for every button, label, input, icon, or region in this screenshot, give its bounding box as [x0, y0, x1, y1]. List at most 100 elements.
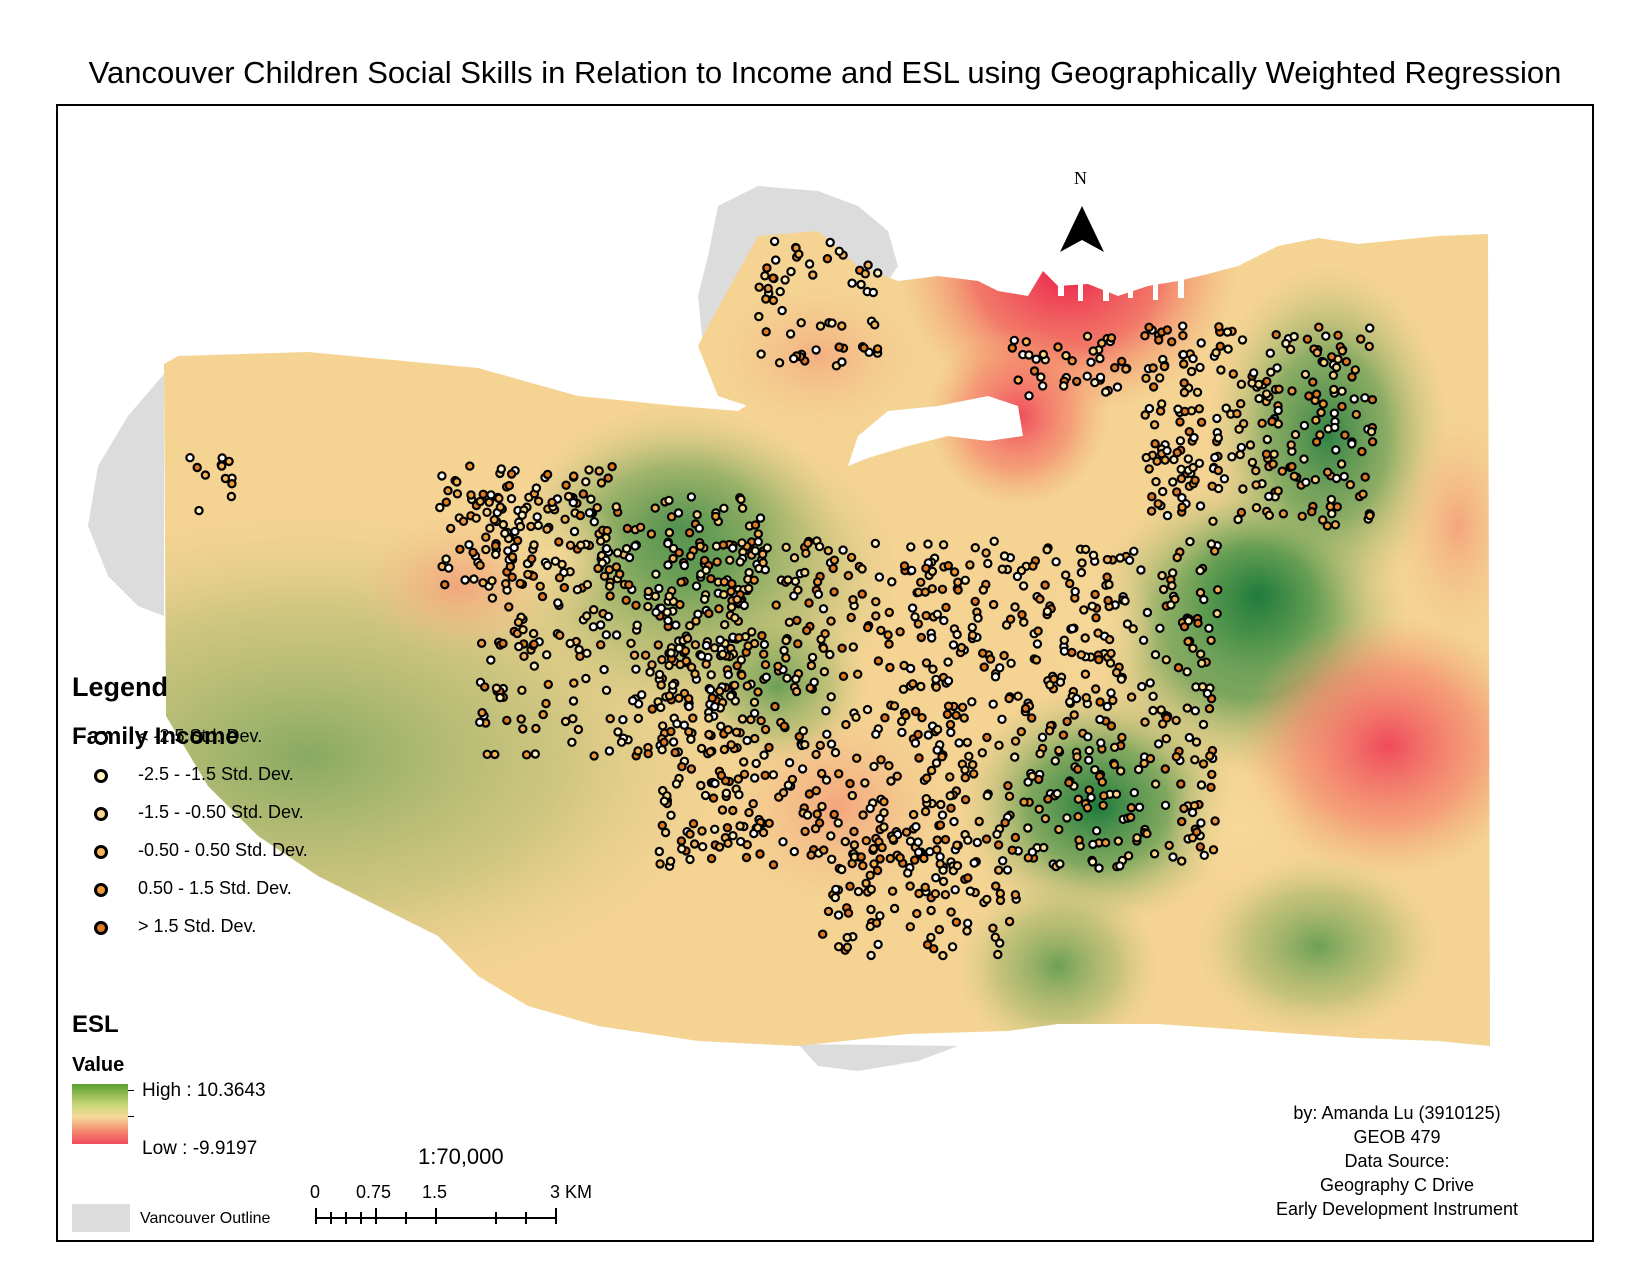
income-point: [728, 805, 738, 816]
income-point: [1016, 565, 1027, 576]
income-point: [817, 768, 827, 779]
income-point: [1188, 643, 1198, 653]
income-point: [814, 818, 825, 828]
income-point: [708, 793, 719, 803]
income-point: [1167, 581, 1177, 591]
income-point: [1196, 780, 1207, 790]
income-point: [1190, 755, 1200, 765]
income-point: [862, 704, 873, 715]
income-point: [941, 602, 951, 613]
income-point: [821, 706, 831, 716]
income-point: [907, 565, 917, 576]
income-point: [818, 643, 829, 654]
income-point: [960, 575, 971, 585]
income-point: [931, 758, 942, 768]
income-point: [940, 834, 951, 845]
income-point: [969, 769, 979, 779]
income-point: [851, 712, 861, 723]
income-point: [1072, 752, 1082, 762]
income-point: [962, 737, 973, 748]
vancouver-outline-park: [698, 186, 898, 346]
income-point: [825, 649, 835, 660]
income-point: [898, 684, 909, 695]
income-point: [1080, 633, 1090, 643]
income-point: [759, 639, 770, 650]
income-point: [1210, 816, 1220, 826]
income-point: [1207, 769, 1217, 780]
income-point: [826, 692, 836, 702]
income-point: [838, 545, 848, 555]
income-point: [789, 553, 800, 563]
income-point: [815, 740, 826, 751]
income-point: [1102, 701, 1113, 712]
income-point: [978, 585, 989, 595]
income-point: [860, 778, 870, 788]
income-point: [753, 687, 763, 697]
income-point: [1051, 557, 1061, 567]
income-point: [1059, 635, 1070, 645]
income-point: [1204, 704, 1215, 714]
income-point: [972, 837, 983, 848]
scale-label: 1.5: [422, 1182, 448, 1202]
income-point: [1090, 684, 1101, 694]
income-point: [1097, 777, 1108, 787]
income-point: [722, 823, 733, 833]
income-point: [1199, 594, 1209, 605]
income-point: [1100, 838, 1111, 848]
scale-label: 0: [310, 1182, 321, 1202]
map-frame: N Legend Family Income < -2.5 Std. Dev. …: [56, 104, 1594, 1242]
income-point: [948, 640, 959, 650]
income-point: [1149, 849, 1160, 859]
income-point: [771, 600, 781, 610]
income-point: [715, 635, 725, 645]
income-point: [1088, 550, 1099, 560]
income-point: [1117, 732, 1127, 743]
map-canvas: [88, 186, 1490, 1071]
income-point: [802, 625, 812, 636]
income-point: [1183, 636, 1193, 647]
income-point: [770, 701, 780, 712]
income-point: [811, 786, 822, 796]
income-point: [1096, 738, 1106, 748]
income-point: [1212, 585, 1223, 595]
income-point: [883, 630, 893, 640]
income-point: [910, 612, 920, 622]
income-point: [1142, 607, 1153, 618]
income-point: [1209, 546, 1220, 556]
income-point: [942, 709, 953, 720]
income-point: [1126, 692, 1137, 702]
income-point: [1010, 752, 1020, 762]
income-point: [871, 597, 881, 607]
income-point: [982, 791, 993, 801]
income-point: [1160, 800, 1171, 811]
income-point: [843, 570, 854, 581]
income-point: [841, 719, 851, 730]
income-point: [1073, 811, 1083, 822]
income-point: [768, 770, 779, 780]
income-point: [1137, 681, 1147, 692]
income-point: [826, 739, 837, 749]
income-point: [793, 639, 803, 649]
credit-line: by: Amanda Lu (3910125): [1293, 1103, 1501, 1123]
income-point: [1202, 688, 1213, 699]
income-point: [879, 797, 889, 807]
income-point: [804, 598, 814, 608]
income-point: [953, 585, 963, 595]
income-point: [1123, 851, 1134, 861]
income-point: [751, 758, 761, 769]
income-point: [739, 757, 749, 767]
income-point: [734, 790, 744, 800]
income-point: [1195, 649, 1206, 659]
income-point: [1199, 850, 1210, 861]
income-point: [938, 540, 949, 550]
income-point: [826, 616, 836, 626]
income-point: [994, 740, 1004, 751]
income-point: [685, 621, 695, 631]
income-point: [654, 846, 665, 857]
income-point: [747, 627, 757, 637]
income-point: [1212, 608, 1222, 619]
income-point: [1190, 706, 1201, 716]
income-point: [1080, 544, 1091, 555]
income-point: [1205, 751, 1215, 761]
income-point: [1179, 803, 1189, 814]
